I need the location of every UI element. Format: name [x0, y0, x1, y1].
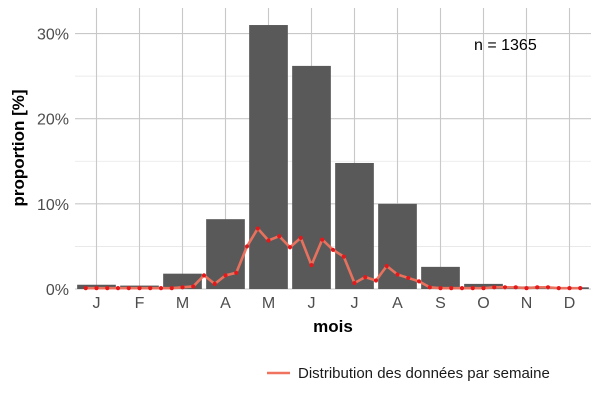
weekly-series-point — [395, 272, 400, 277]
weekly-series-point — [481, 286, 486, 291]
bar-9 — [421, 266, 460, 289]
weekly-series-point — [341, 254, 346, 259]
weekly-series-point — [255, 226, 260, 231]
weekly-series-point — [126, 286, 131, 291]
weekly-series — [83, 226, 583, 291]
bar-7 — [335, 162, 374, 289]
x-tick-label: F — [135, 295, 145, 312]
x-tick-label: J — [308, 295, 316, 312]
y-axis: 0% 10% 20% 30% — [37, 27, 69, 299]
x-tick-label: M — [176, 295, 189, 312]
weekly-series-point — [470, 286, 475, 291]
weekly-series-point — [373, 278, 379, 283]
weekly-series-point — [158, 286, 164, 291]
y-tick-label: 20% — [37, 112, 69, 129]
weekly-series-point — [148, 286, 153, 291]
x-axis-title: mois — [313, 317, 353, 336]
weekly-series-point — [298, 235, 303, 241]
weekly-series-point — [427, 285, 432, 290]
weekly-series-point — [105, 286, 110, 291]
weekly-series-point — [502, 285, 508, 290]
weekly-series-point — [438, 286, 443, 291]
weekly-series-point — [309, 263, 314, 268]
x-tick-label: A — [220, 295, 231, 312]
weekly-series-point — [244, 244, 250, 249]
x-tick-label: M — [262, 295, 275, 312]
weekly-series-point — [363, 274, 368, 280]
y-tick-label: 30% — [37, 27, 69, 44]
weekly-series-point — [449, 286, 454, 291]
weekly-series-point — [352, 280, 357, 286]
weekly-series-point — [223, 273, 228, 278]
x-tick-label: J — [351, 295, 359, 312]
weekly-series-point — [169, 286, 174, 291]
x-tick-label: A — [392, 295, 403, 312]
weekly-series-point — [513, 285, 518, 290]
weekly-series-point — [330, 247, 336, 252]
y-tick-label: 0% — [46, 282, 69, 299]
legend-label: Distribution des données par semaine — [298, 365, 550, 382]
x-tick-label: S — [435, 295, 446, 312]
weekly-series-line — [85, 227, 581, 290]
weekly-series-point — [137, 286, 142, 291]
weekly-series-point — [545, 285, 551, 290]
x-tick-label: O — [477, 295, 489, 312]
x-tick-label: J — [93, 295, 101, 312]
weekly-series-point — [212, 281, 217, 286]
weekly-series-point — [277, 234, 282, 239]
weekly-series-point — [94, 286, 99, 291]
weekly-series-point — [266, 238, 271, 243]
weekly-series-point — [83, 286, 88, 291]
bar-6 — [292, 65, 331, 289]
weekly-series-point — [567, 286, 572, 291]
x-tick-label: N — [521, 295, 533, 312]
y-tick-label: 10% — [37, 197, 69, 214]
weekly-series-point — [191, 284, 196, 289]
weekly-series-point — [556, 286, 561, 291]
weekly-series-point — [384, 263, 389, 269]
weekly-series-point — [201, 273, 207, 278]
weekly-series-point — [180, 285, 185, 290]
weekly-series-point — [535, 285, 540, 290]
bar-5 — [249, 25, 288, 289]
x-tick-label: D — [564, 295, 576, 312]
weekly-series-point — [320, 237, 325, 242]
sample-size-annotation: n = 1365 — [474, 37, 537, 54]
weekly-series-point — [234, 270, 239, 275]
weekly-series-point — [459, 286, 465, 291]
weekly-series-point — [115, 286, 121, 291]
weekly-series-point — [492, 285, 497, 290]
bar-4 — [206, 219, 245, 289]
weekly-series-point — [416, 279, 422, 284]
weekly-series-point — [406, 275, 411, 281]
weekly-series-point — [287, 245, 293, 250]
y-axis-title: proportion [%] — [9, 89, 28, 206]
weekly-series-point — [578, 286, 583, 291]
weekly-series-point — [524, 286, 529, 291]
legend: Distribution des données par semaine — [267, 365, 550, 382]
